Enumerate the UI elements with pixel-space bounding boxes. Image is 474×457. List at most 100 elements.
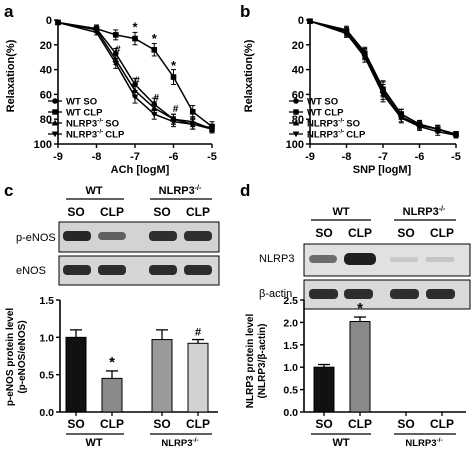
- data-point: [379, 92, 387, 98]
- panel-a-letter: a: [4, 2, 14, 21]
- legend-item-ko-so: NLRP3-/- SO: [48, 118, 119, 130]
- panel-b-xlabel: SNP [logM]: [353, 164, 412, 176]
- panel-b-ylabel: Relaxation(%): [243, 39, 255, 112]
- x-tick-label: -6: [169, 151, 179, 163]
- y-tick-label: 60: [292, 89, 304, 101]
- lane-label: CLP: [100, 205, 124, 219]
- legend-item-ko-clp: NLRP3-/- CLP: [289, 129, 366, 141]
- significance-marker: #: [115, 45, 121, 56]
- bar: [187, 342, 209, 413]
- legend-label-wt-so: WT SO: [307, 97, 338, 108]
- legend-label-ko-so: NLRP3-/- SO: [307, 118, 360, 130]
- legend-label-wt-clp: WT CLP: [66, 108, 103, 119]
- data-point: [361, 48, 368, 55]
- blot-label-p-enos: p-eNOS: [16, 232, 56, 244]
- triangle-up-marker-icon: [292, 119, 300, 126]
- category-label: CLP: [348, 417, 372, 431]
- significance-marker: *: [132, 20, 138, 35]
- panel-c-ylabel-line2: (p-eNOS/eNOS): [17, 320, 28, 393]
- bar: [65, 336, 87, 413]
- blot-label-nlrp3: NLRP3: [259, 253, 294, 265]
- legend-label-ko-so: NLRP3-/- SO: [66, 118, 119, 130]
- series-line: [57, 21, 213, 130]
- group-header-wt: WT: [85, 185, 102, 197]
- data-point: [54, 20, 62, 26]
- triangle-up-marker-icon: [51, 119, 59, 126]
- series-line: [57, 21, 213, 129]
- x-tick-label: -8: [92, 151, 102, 163]
- panel-c-letter: c: [4, 181, 13, 200]
- panel-c-ylabel-line1: p-eNOS protein level: [5, 308, 16, 407]
- data-point: [131, 94, 139, 101]
- group-label-wt: WT: [332, 437, 349, 449]
- y-tick-label: 0: [46, 15, 52, 27]
- legend-label-ko-clp: NLRP3-/- CLP: [66, 129, 125, 141]
- data-point: [151, 111, 158, 118]
- legend-item-wt-clp: WT CLP: [48, 108, 103, 119]
- category-label: SO: [315, 417, 332, 431]
- significance-marker: *: [109, 354, 115, 371]
- bar: [313, 366, 335, 413]
- x-tick-label: -5: [451, 151, 461, 163]
- y-tick-label: 1.5: [39, 295, 54, 307]
- panel-c-bar-chart: 0.0 0.5 1.0 1.5 SO CLP SO CLP * #: [39, 295, 218, 431]
- legend-label-ko-clp: NLRP3-/- CLP: [307, 129, 366, 141]
- lane-label: CLP: [348, 226, 372, 240]
- triangle-down-marker-icon: [51, 131, 59, 138]
- category-label: SO: [397, 417, 414, 431]
- panel-a-xlabel: ACh [logM]: [111, 164, 170, 176]
- category-label: CLP: [100, 417, 124, 431]
- circle-marker-icon: [52, 98, 58, 104]
- category-label: SO: [67, 417, 84, 431]
- legend-item-ko-so: NLRP3-/- SO: [289, 118, 360, 130]
- y-tick-label: 80: [40, 114, 52, 126]
- panel-a-ylabel: Relaxation(%): [5, 39, 17, 112]
- significance-marker: #: [134, 76, 140, 87]
- data-point: [208, 125, 216, 132]
- data-point: [151, 46, 158, 53]
- data-point: [189, 121, 196, 128]
- group-label-wt: WT: [85, 437, 102, 449]
- circle-marker-icon: [293, 98, 299, 104]
- lane-label: SO: [315, 226, 332, 240]
- lane-label: SO: [153, 205, 170, 219]
- panel-b-letter: b: [240, 2, 250, 21]
- legend-label-wt-so: WT SO: [66, 97, 97, 108]
- group-label-nlrp3-ko: NLRP3-/-: [405, 437, 442, 449]
- data-point: [112, 32, 119, 38]
- data-point: [306, 18, 314, 25]
- panel-a-plot: 0 20 40 60 80 100-9 -8 -7 -6 -5 * * * # # # #: [34, 15, 217, 163]
- x-tick-label: -7: [130, 151, 140, 163]
- group-header-nlrp3-ko: NLRP3-/-: [403, 206, 446, 218]
- y-tick-label: 40: [292, 65, 304, 77]
- series-line: [57, 21, 213, 128]
- data-point: [452, 132, 460, 139]
- group-header-wt: WT: [332, 206, 349, 218]
- significance-marker: *: [357, 300, 363, 317]
- panel-a-legend: WT SO WT CLP NLRP3-/- SO NLRP3-/- CLP: [48, 97, 125, 141]
- panel-c: c WT NLRP3-/- SO CLP SO CLP p-eNOS eNOS: [4, 181, 220, 449]
- data-point: [416, 124, 423, 131]
- x-tick-label: -9: [53, 151, 63, 163]
- data-point: [112, 61, 119, 67]
- x-tick-label: -7: [378, 151, 388, 163]
- panel-d-ylabel-line1: NLRP3 protein level: [245, 314, 256, 409]
- lane-label: CLP: [430, 226, 454, 240]
- x-tick-label: -6: [415, 151, 425, 163]
- panel-d: d WT NLRP3-/- SO CLP SO CLP NLRP3 β-acti…: [240, 181, 471, 449]
- y-tick-label: 2.5: [283, 295, 298, 307]
- series-line: [309, 20, 457, 137]
- category-label: CLP: [186, 417, 210, 431]
- series-nlrp3-clp: [54, 20, 216, 133]
- data-point: [189, 108, 196, 115]
- blot-label-enos: eNOS: [16, 265, 46, 277]
- significance-marker: *: [152, 31, 158, 46]
- lane-label: SO: [397, 226, 414, 240]
- significance-marker: #: [173, 104, 179, 115]
- western-blot-beta-actin: [303, 279, 471, 310]
- data-point: [93, 30, 100, 36]
- significance-marker: *: [171, 58, 177, 73]
- y-tick-label: 1.0: [283, 362, 298, 374]
- square-marker-icon: [293, 109, 299, 115]
